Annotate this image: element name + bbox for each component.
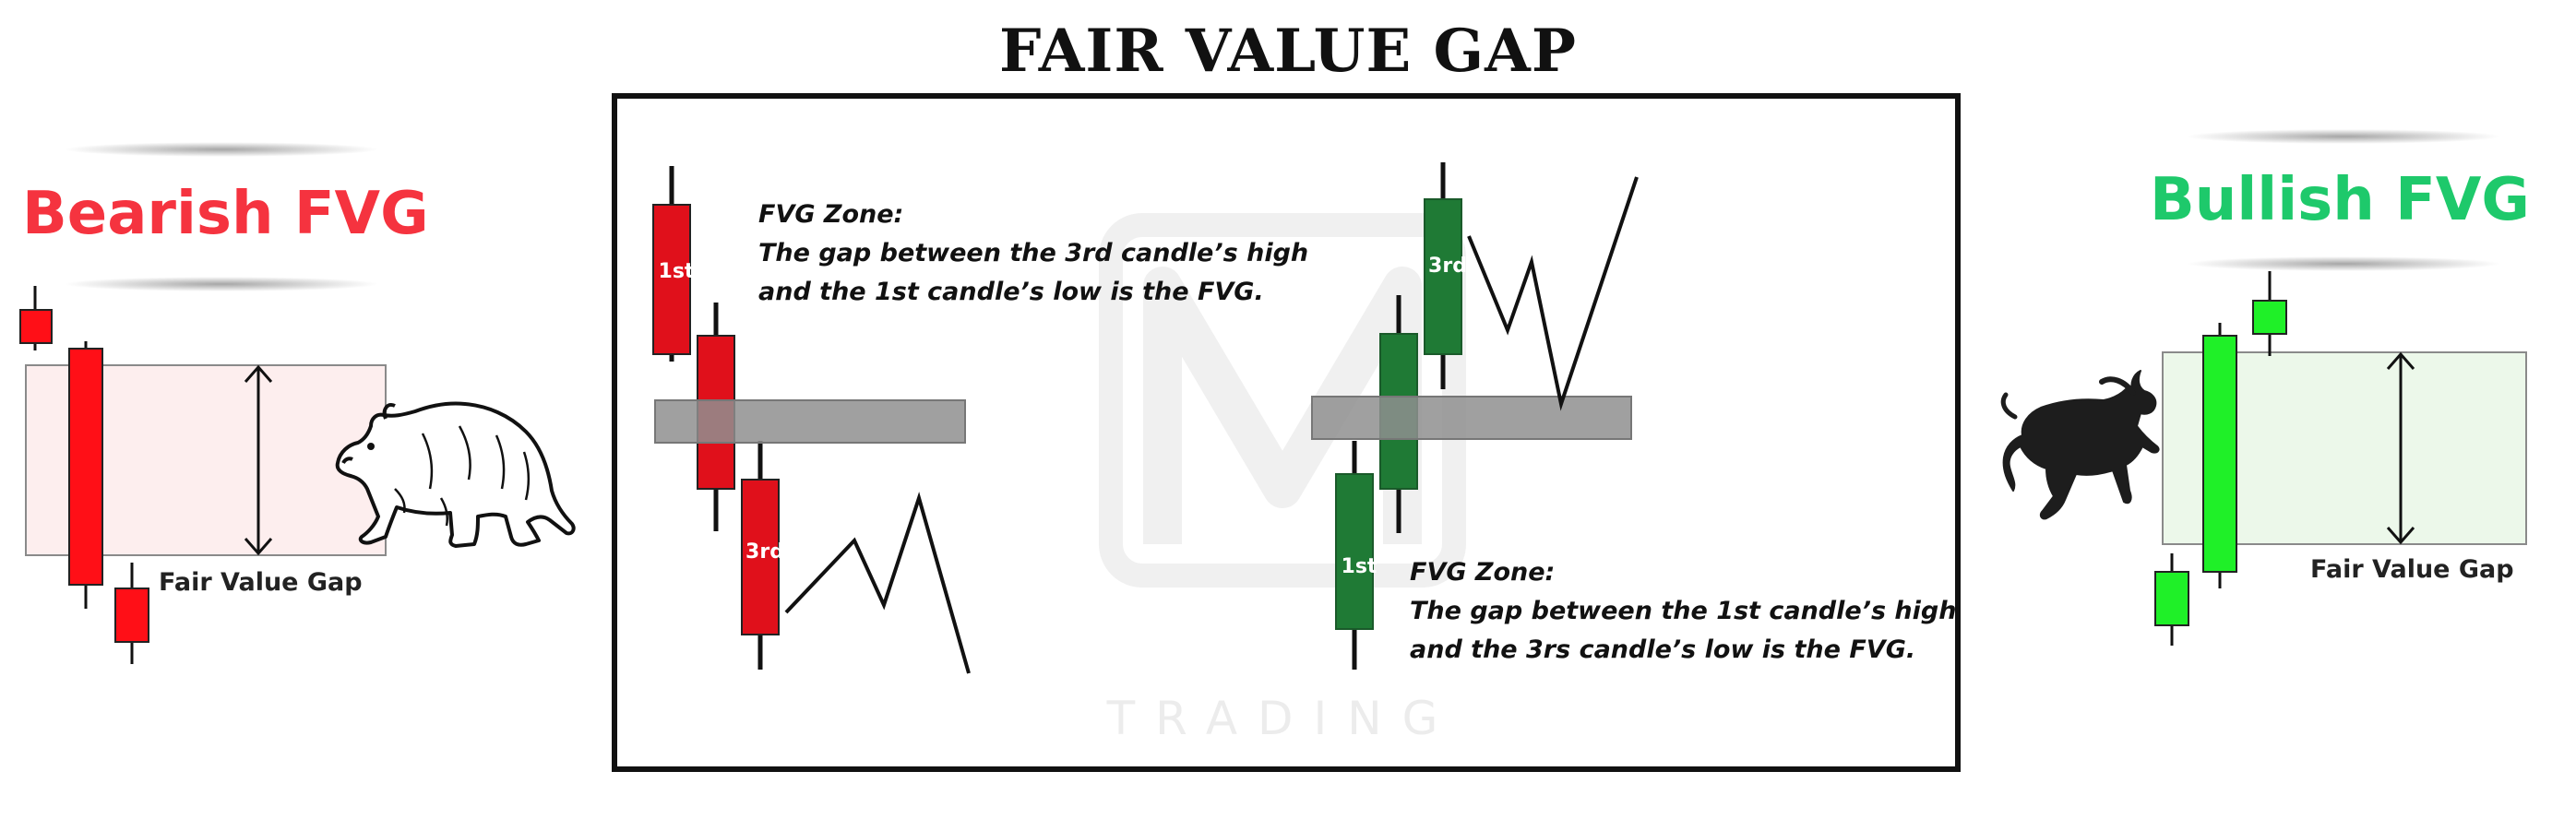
bullish-candle-3 bbox=[2252, 300, 2287, 335]
page-title: FAIR VALUE GAP bbox=[999, 17, 1577, 86]
center-bear-note-title: FVG Zone: bbox=[758, 200, 904, 229]
center-bull-candle-3 bbox=[1424, 198, 1462, 355]
bullish-heading: Bullish FVG bbox=[2150, 166, 2530, 234]
bearish-heading: Bearish FVG bbox=[22, 180, 429, 248]
center-bull-candle-1-label: 1st bbox=[1341, 555, 1377, 578]
center-bear-candle-1-label: 1st bbox=[658, 260, 695, 283]
bullish-gap-label: Fair Value Gap bbox=[2310, 555, 2514, 584]
center-bear-candle-3-label: 3rd bbox=[745, 540, 784, 564]
center-bearish-example bbox=[652, 166, 971, 674]
bullish-fvg-diagram bbox=[2154, 271, 2527, 646]
bearish-candle-1 bbox=[19, 309, 53, 344]
bearish-fvg-diagram bbox=[19, 286, 387, 664]
center-bull-note-line-2: and the 3rs candle’s low is the FVG. bbox=[1410, 635, 1916, 664]
center-bear-price-path bbox=[784, 492, 971, 674]
center-bear-note-line-1: The gap between the 3rd candle’s high bbox=[758, 239, 1309, 267]
center-bear-candle-3 bbox=[741, 479, 780, 635]
center-bear-fvg-zone bbox=[654, 399, 966, 444]
bullish-candle-1 bbox=[2154, 571, 2189, 626]
center-bull-candle-1 bbox=[1335, 473, 1374, 630]
center-bull-note-line-1: The gap between the 1st candle’s high bbox=[1410, 597, 1957, 625]
center-bull-price-path bbox=[1467, 176, 1639, 411]
bullish-candle-2 bbox=[2202, 335, 2237, 573]
center-bull-note: FVG Zone: The gap between the 1st candle… bbox=[1410, 553, 1956, 670]
center-bull-fvg-zone bbox=[1311, 396, 1632, 440]
center-bull-candle-3-label: 3rd bbox=[1428, 255, 1467, 278]
bearish-candle-2 bbox=[68, 348, 103, 586]
watermark-text: TRADING bbox=[1106, 692, 1459, 745]
bear-icon bbox=[335, 401, 576, 548]
center-bear-note: FVG Zone: The gap between the 3rd candle… bbox=[758, 196, 1308, 312]
bull-icon bbox=[2000, 370, 2160, 520]
center-bull-note-title: FVG Zone: bbox=[1410, 558, 1556, 587]
bearish-gap-label: Fair Value Gap bbox=[159, 568, 363, 597]
bullish-heading-shadow bbox=[2187, 129, 2500, 271]
center-bear-note-line-2: and the 1st candle’s low is the FVG. bbox=[758, 278, 1264, 306]
center-bear-candle-1 bbox=[652, 204, 691, 355]
bearish-candle-3 bbox=[114, 588, 149, 643]
bearish-heading-shadow bbox=[65, 142, 378, 291]
center-bullish-example bbox=[1311, 162, 1639, 670]
